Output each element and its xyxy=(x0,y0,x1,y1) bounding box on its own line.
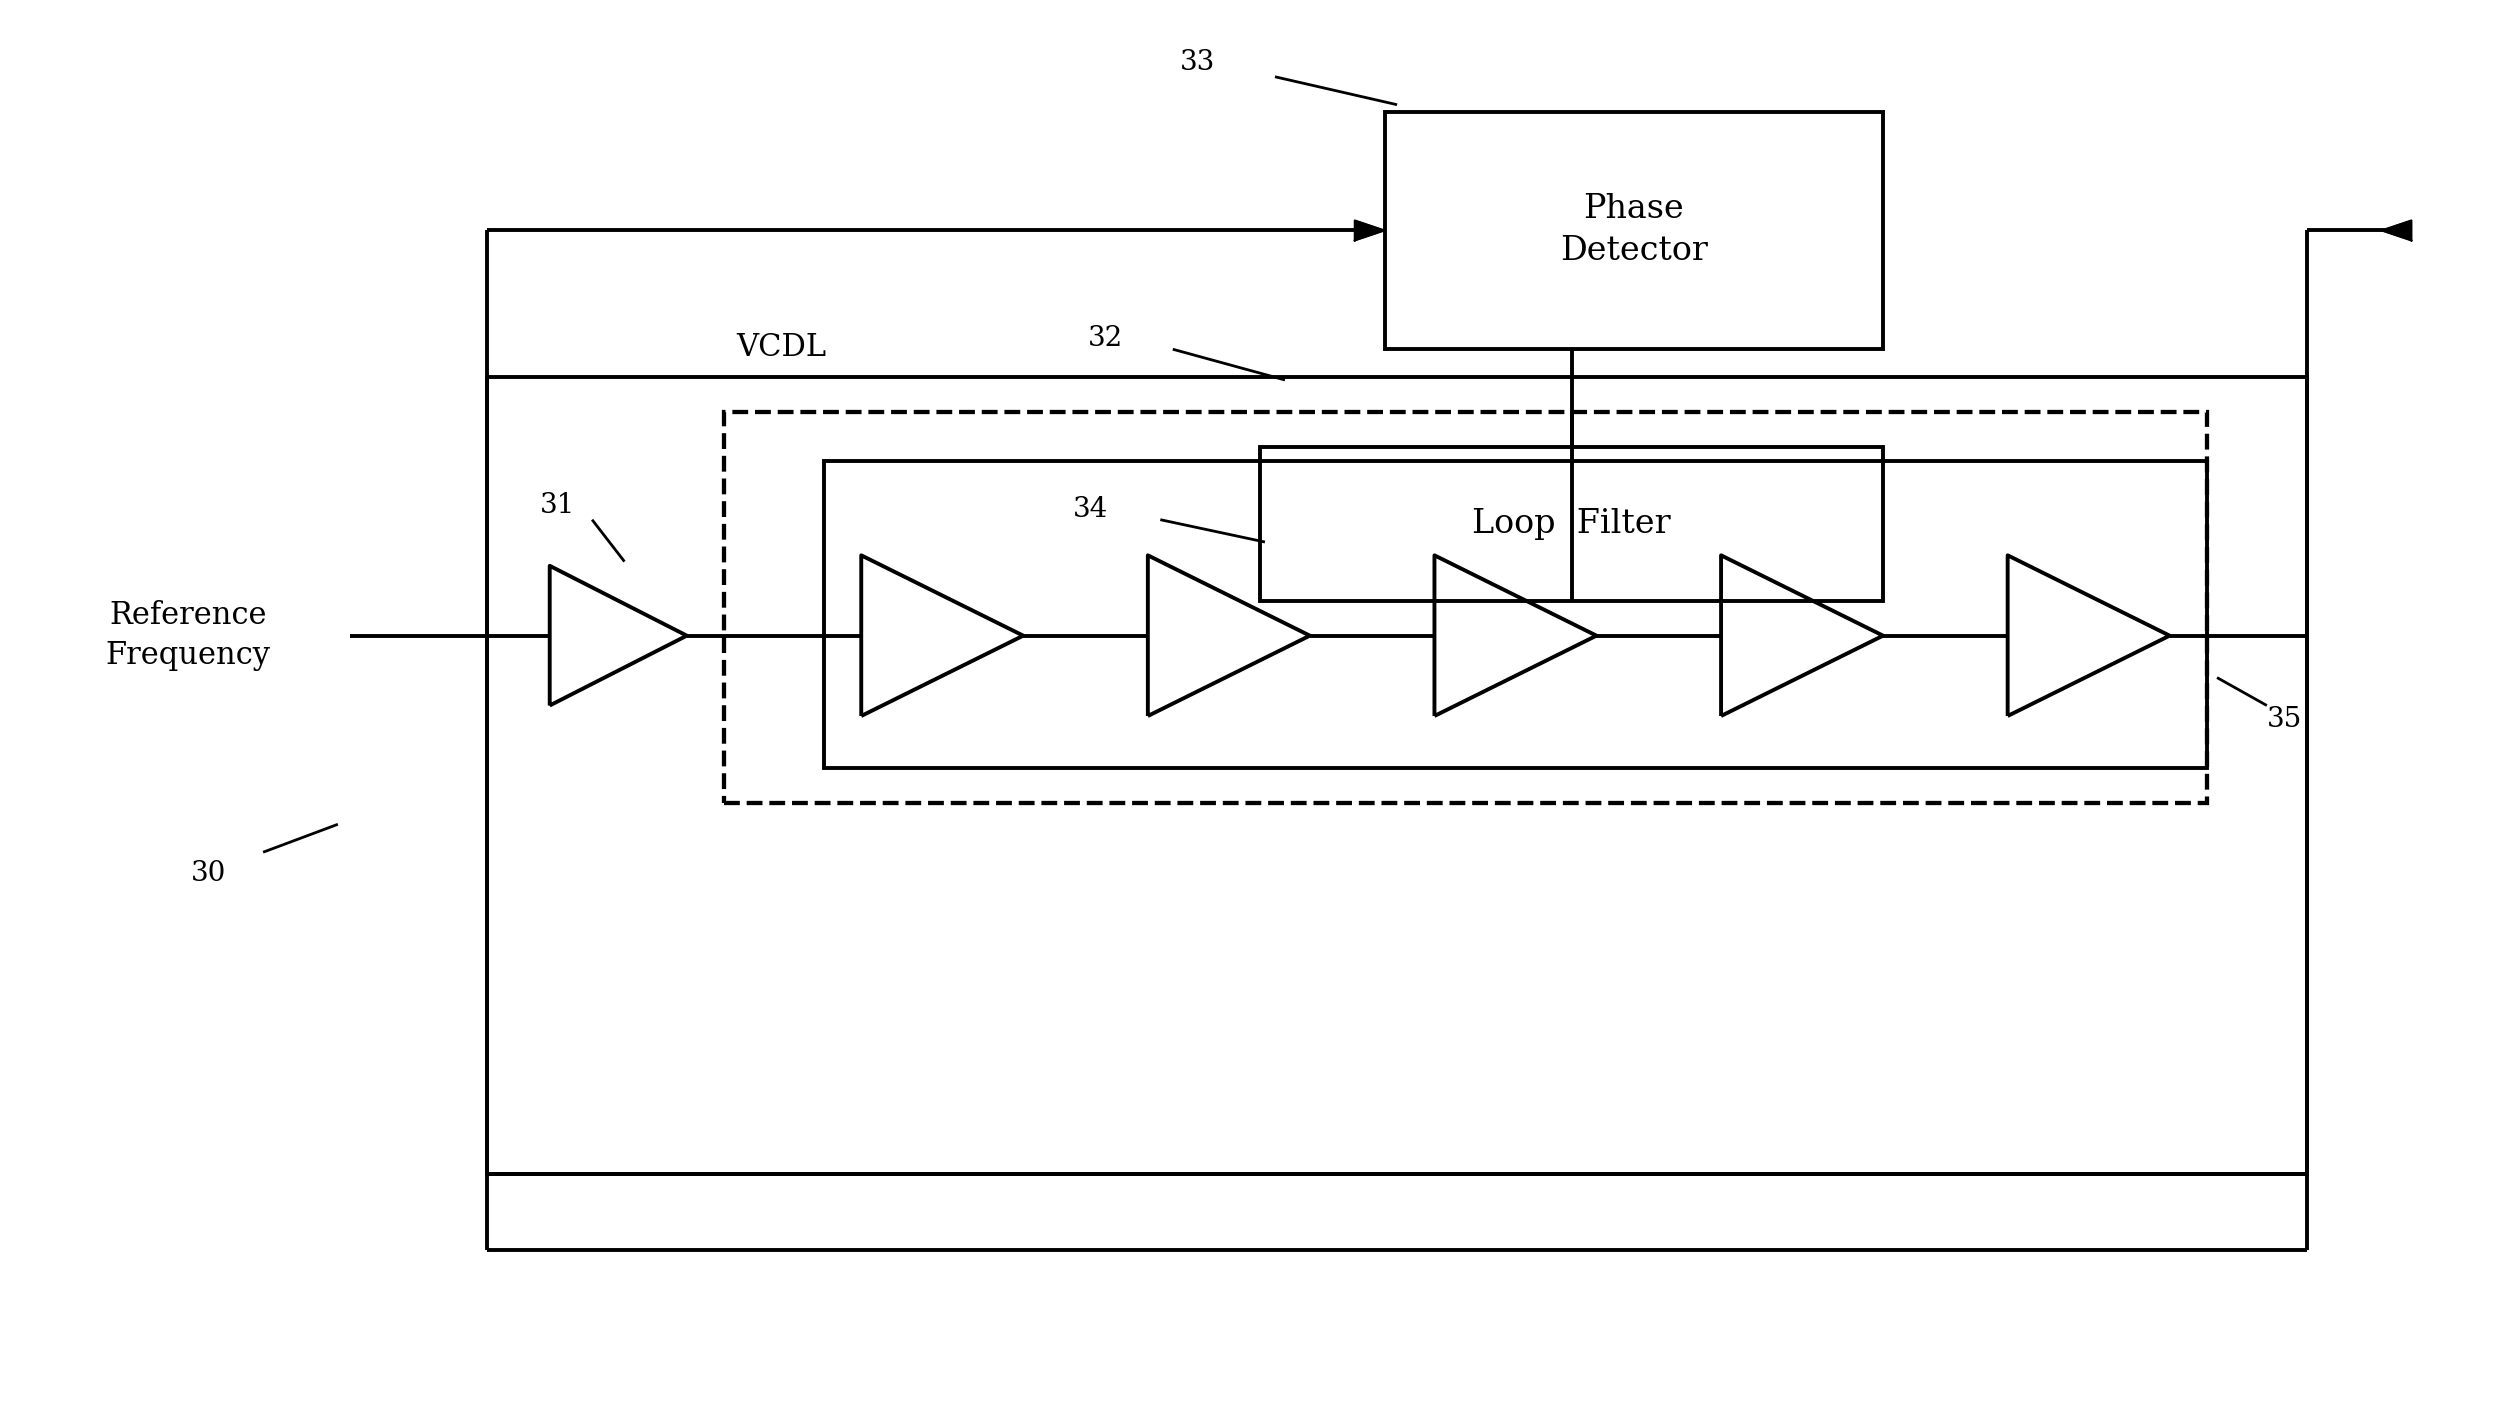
Text: Phase
Detector: Phase Detector xyxy=(1560,194,1709,268)
Bar xyxy=(723,412,2208,804)
Text: VCDL: VCDL xyxy=(736,332,827,363)
Bar xyxy=(1383,111,1882,349)
Polygon shape xyxy=(1356,221,1383,241)
Text: 31: 31 xyxy=(539,492,575,519)
Bar xyxy=(486,378,2306,1174)
Text: 35: 35 xyxy=(2268,705,2303,732)
Text: 32: 32 xyxy=(1089,325,1124,352)
Text: 34: 34 xyxy=(1074,496,1109,523)
Text: 30: 30 xyxy=(192,859,227,886)
Text: 33: 33 xyxy=(1179,50,1215,77)
Bar xyxy=(824,462,2208,768)
Bar xyxy=(1260,447,1882,601)
Text: Reference
Frequency: Reference Frequency xyxy=(106,600,270,671)
Text: Loop  Filter: Loop Filter xyxy=(1472,507,1671,540)
Polygon shape xyxy=(2381,221,2412,241)
